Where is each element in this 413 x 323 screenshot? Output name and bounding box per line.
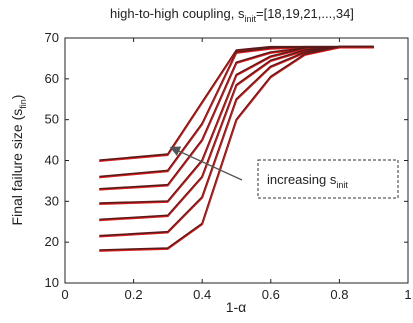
- annotation-arrow: [169, 146, 243, 181]
- series-line-highlight: [99, 47, 374, 252]
- annotation-text: increasing sinit: [267, 172, 348, 190]
- y-tick-label: 50: [45, 112, 59, 127]
- x-axis: 0 0.2 0.4 0.6 0.8 1: [61, 38, 412, 302]
- series-group: [99, 45, 374, 252]
- y-tick-label: 10: [45, 275, 59, 290]
- x-tick-label: 0.8: [330, 287, 348, 302]
- x-tick-label: 0.6: [262, 287, 280, 302]
- y-axis: 10 20 30 40 50 60 70: [45, 30, 408, 290]
- x-tick-label: 0: [61, 287, 68, 302]
- series-line: [99, 45, 374, 252]
- x-tick-label: 0.2: [125, 287, 143, 302]
- x-tick-label: 1: [404, 287, 411, 302]
- y-axis-label: Final failure size (sfin): [9, 95, 28, 226]
- y-tick-label: 20: [45, 234, 59, 249]
- y-tick-label: 60: [45, 71, 59, 86]
- annotation-box: [257, 159, 399, 199]
- y-tick-label: 30: [45, 193, 59, 208]
- x-tick-label: 0.4: [193, 287, 211, 302]
- chart-title: high-to-high coupling, sinit=[18,19,21,.…: [110, 6, 354, 24]
- y-tick-label: 70: [45, 30, 59, 45]
- y-tick-label: 40: [45, 153, 59, 168]
- x-axis-label: 1-α: [226, 299, 247, 315]
